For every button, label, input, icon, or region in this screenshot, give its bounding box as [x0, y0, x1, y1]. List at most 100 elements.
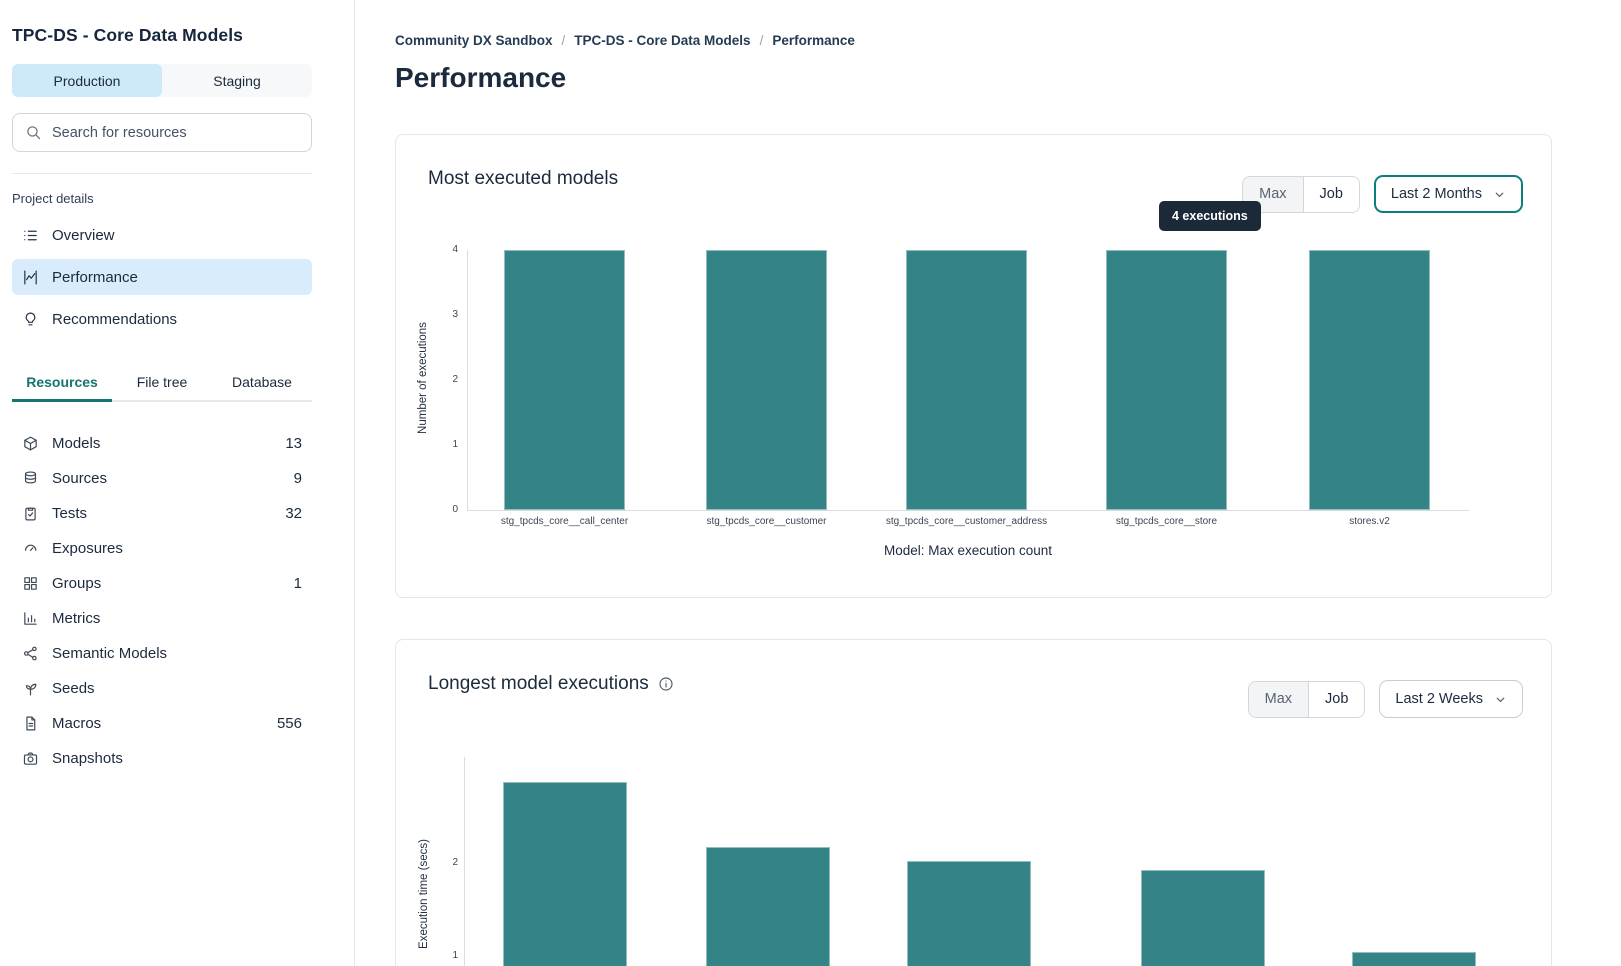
resource-count: 32: [285, 505, 302, 522]
project-nav: Overview Performance Recommendations: [12, 217, 312, 337]
bar[interactable]: [1141, 870, 1265, 966]
resource-label: Snapshots: [52, 750, 123, 767]
bar[interactable]: [706, 250, 827, 510]
x-axis-title: Model: Max execution count: [883, 543, 1053, 558]
card-title: Longest model executions: [428, 673, 674, 695]
breadcrumb-separator: /: [759, 33, 764, 48]
resource-item-sources[interactable]: Sources 9: [12, 461, 312, 496]
bar[interactable]: [1106, 250, 1227, 510]
sidebar-item-performance[interactable]: Performance: [12, 259, 312, 295]
sidebar-tabs: Resources File tree Database: [12, 368, 312, 402]
share-nodes-icon: [22, 645, 39, 662]
x-axis-label: stg_tpcds_core__store: [1115, 516, 1218, 527]
bar[interactable]: [907, 861, 1031, 966]
line-chart-icon: [22, 269, 39, 286]
card-controls: Max Job Last 2 Months: [1242, 175, 1523, 213]
resource-label: Models: [52, 435, 101, 452]
y-axis-tick: 1: [452, 439, 458, 450]
resource-label: Tests: [52, 505, 88, 522]
resource-item-metrics[interactable]: Metrics: [12, 601, 312, 636]
period-select[interactable]: Last 2 Months: [1373, 175, 1523, 213]
chevron-down-icon: [1493, 188, 1506, 201]
y-axis-tick: 0: [452, 504, 458, 515]
sidebar-item-label: Overview: [52, 226, 115, 244]
bar[interactable]: [1309, 250, 1430, 510]
x-axis-label: stg_tpcds_core__customer_address: [885, 516, 1048, 527]
sidebar-divider: [12, 173, 312, 174]
resource-item-semantic-models[interactable]: Semantic Models: [12, 636, 312, 671]
period-select[interactable]: Last 2 Weeks: [1379, 680, 1523, 718]
resource-list: Models 13 Sources 9 Tests 32 Exposures Groups 1 M…: [12, 426, 312, 776]
longest-model-executions-card: Longest model executions Max Job Last 2 Wee…: [395, 639, 1552, 966]
sidebar-item-recommendations[interactable]: Recommendations: [12, 301, 312, 337]
chevron-down-icon: [1494, 693, 1507, 706]
lightbulb-icon: [22, 311, 39, 328]
resource-label: Metrics: [52, 610, 101, 627]
job-button[interactable]: Job: [1303, 176, 1359, 212]
breadcrumb-separator: /: [561, 33, 566, 48]
file-icon: [22, 715, 39, 732]
period-select-value: Last 2 Months: [1390, 186, 1482, 202]
x-axis-label: stg_tpcds_core__call_center: [500, 516, 629, 527]
resource-item-exposures[interactable]: Exposures: [12, 531, 312, 566]
gauge-icon: [22, 540, 39, 557]
resource-item-seeds[interactable]: Seeds: [12, 671, 312, 706]
bar[interactable]: [706, 847, 830, 966]
bar[interactable]: [503, 782, 627, 966]
seedling-icon: [22, 680, 39, 697]
max-job-toggle: Max Job: [1247, 680, 1366, 718]
tab-file-tree[interactable]: File tree: [136, 374, 188, 390]
x-axis-label: stores.v2: [1349, 516, 1390, 527]
resource-label: Semantic Models: [52, 645, 168, 662]
y-axis-line: [464, 757, 465, 966]
resource-label: Macros: [52, 715, 102, 732]
resource-count: 9: [293, 470, 302, 487]
production-toggle-button[interactable]: Production: [12, 64, 162, 97]
resource-label: Sources: [52, 470, 108, 487]
camera-icon: [22, 750, 39, 767]
card-controls: Max Job Last 2 Weeks: [1247, 680, 1523, 718]
staging-toggle-button[interactable]: Staging: [162, 64, 312, 97]
resource-label: Exposures: [52, 540, 123, 557]
breadcrumb-item[interactable]: Community DX Sandbox: [395, 33, 553, 48]
project-details-label: Project details: [12, 191, 94, 206]
y-axis-tick: 1: [452, 950, 458, 961]
database-icon: [22, 470, 39, 487]
resource-item-tests[interactable]: Tests 32: [12, 496, 312, 531]
search-input[interactable]: [52, 124, 299, 141]
cube-icon: [22, 435, 39, 452]
breadcrumb-item[interactable]: TPC-DS - Core Data Models: [574, 33, 751, 48]
tab-resources[interactable]: Resources: [12, 368, 112, 402]
card-title: Most executed models: [428, 168, 619, 189]
sidebar-item-overview[interactable]: Overview: [12, 217, 312, 253]
tab-database[interactable]: Database: [232, 374, 292, 390]
bar[interactable]: [504, 250, 625, 510]
search-icon: [27, 126, 41, 140]
bar-chart-icon: [22, 610, 39, 627]
x-axis-line: [467, 510, 1469, 511]
y-axis-tick: 2: [452, 857, 458, 868]
sidebar-item-label: Recommendations: [52, 310, 178, 328]
resource-item-macros[interactable]: Macros 556: [12, 706, 312, 741]
resource-item-snapshots[interactable]: Snapshots: [12, 741, 312, 776]
job-button[interactable]: Job: [1309, 681, 1365, 717]
resource-item-groups[interactable]: Groups 1: [12, 566, 312, 601]
resource-count: 556: [276, 715, 302, 732]
sidebar-item-label: Performance: [52, 268, 138, 286]
breadcrumb-item: Performance: [772, 33, 855, 48]
bar[interactable]: [1352, 952, 1476, 966]
info-icon[interactable]: [658, 676, 674, 692]
chart-tooltip: 4 executions: [1159, 201, 1261, 231]
main-content: Community DX Sandbox / TPC-DS - Core Data …: [355, 0, 1621, 966]
project-title: TPC-DS - Core Data Models: [12, 25, 243, 45]
environment-toggle: Production Staging: [12, 64, 312, 97]
y-axis-tick: 2: [452, 374, 458, 385]
resource-item-models[interactable]: Models 13: [12, 426, 312, 461]
max-button[interactable]: Max: [1248, 681, 1310, 717]
search-box[interactable]: [12, 113, 312, 152]
y-axis-line: [467, 250, 468, 510]
resource-count: 1: [293, 575, 302, 592]
x-axis-label: stg_tpcds_core__customer: [706, 516, 827, 527]
bar[interactable]: [906, 250, 1027, 510]
